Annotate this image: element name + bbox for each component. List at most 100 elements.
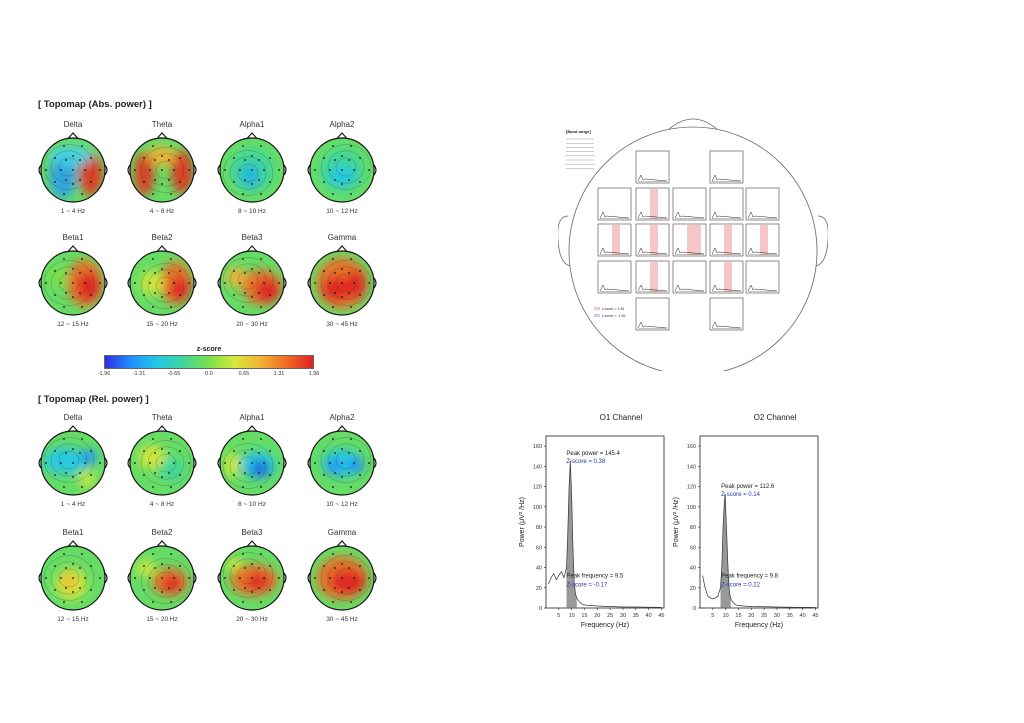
colorbar-tick-label: 1.31 — [273, 371, 285, 377]
plot-frame — [699, 435, 819, 609]
topomap-frequency-range: 10 ~ 12 Hz — [326, 501, 358, 508]
x-tick-label: 35 — [633, 613, 639, 619]
colorbar-tick-label: 0.65 — [238, 371, 250, 377]
channel-mini-spectrum — [597, 223, 632, 257]
topomap-frequency-range: 8 ~ 10 Hz — [237, 501, 266, 508]
spectrum-point — [720, 587, 721, 589]
x-tick-label: 20 — [748, 613, 754, 619]
topomap-head — [307, 132, 377, 203]
x-axis-label: Frequency (Hz) — [735, 622, 783, 629]
channel-mini-spectrum — [672, 223, 707, 257]
topomap-band-label: Alpha1 — [239, 413, 265, 422]
spectrum-point — [776, 606, 778, 608]
y-tick-label: 60 — [536, 545, 542, 551]
channel-mini-spectrum — [597, 187, 632, 221]
frequency-zscore-annotation: Z-score = -0.17 — [566, 583, 608, 589]
y-tick-label: 80 — [536, 525, 542, 531]
y-tick-label: 40 — [536, 566, 542, 572]
abs-topomap-beta1: Beta1 12 ~ 15 Hz — [33, 233, 113, 328]
channel-mini-spectrum — [635, 260, 670, 294]
topomap-frequency-range: 8 ~ 10 Hz — [237, 208, 266, 215]
spectrum-point — [575, 593, 576, 595]
spectrum-point — [721, 567, 723, 568]
spectrum-point — [550, 577, 552, 578]
spectrum-point — [553, 573, 554, 574]
topomap-band-label: Beta2 — [151, 233, 173, 242]
spectrum-point — [707, 595, 708, 597]
spectrum-point — [727, 572, 729, 573]
rel-topomap-theta: Theta 4 ~ 8 Hz — [122, 413, 202, 508]
band-range-legend-title: [Band range] — [566, 129, 591, 134]
power-spectrum-line — [702, 494, 816, 608]
topomap-head — [127, 245, 197, 316]
topomap-band-label: Delta — [63, 413, 83, 422]
channel-mini-spectrum — [635, 297, 670, 331]
x-tick-label: 20 — [594, 613, 600, 619]
spectrum-point — [717, 595, 719, 597]
spectrum-point — [566, 567, 567, 568]
head-electrode-map: [Band range] z-score > 1.96 z-score < -1.9… — [557, 116, 829, 376]
topomap-head — [217, 245, 287, 316]
peak-zscore-annotation: Z-score = 0.38 — [566, 459, 606, 465]
spectrum-point — [789, 606, 791, 608]
channel-mini-spectrum — [709, 297, 744, 331]
y-tick-label: 160 — [533, 444, 542, 450]
spectrum-point — [815, 607, 816, 608]
x-tick-label: 10 — [569, 613, 575, 619]
spectrum-point — [712, 598, 714, 600]
spectrum-point — [704, 587, 706, 589]
topomap-band-label: Alpha1 — [239, 120, 265, 129]
rel-section-title: [ Topomap (Rel. power) ] — [38, 394, 149, 405]
topomap-head — [307, 245, 377, 316]
channel-mini-spectrum — [709, 223, 744, 257]
spectrum-point — [597, 605, 598, 607]
spectrum-point — [568, 486, 570, 487]
topomap-band-label: Gamma — [327, 528, 357, 537]
spectrum-point — [579, 601, 580, 603]
spectrum-point — [576, 597, 578, 599]
spectrum-point — [563, 577, 565, 578]
topomap-head — [307, 425, 377, 496]
colorbar-ticks: -1.96 -1.31 -0.65 0.0 0.65 1.31 1.96 — [98, 369, 320, 379]
colorbar: z-score -1.96 -1.31 -0.65 0.0 0.65 1.31 1.96 — [98, 346, 320, 379]
x-tick-label: 45 — [812, 613, 818, 619]
y-tick-label: 120 — [533, 485, 542, 491]
channel-mini-spectrum — [709, 187, 744, 221]
topomap-head — [217, 425, 287, 496]
y-tick-label: 60 — [690, 545, 696, 551]
topomap-frequency-range: 15 ~ 20 Hz — [146, 616, 178, 623]
spectrum-point — [584, 604, 585, 606]
channel-mini-spectrum — [635, 187, 670, 221]
o1-chart-title: O1 Channel — [599, 413, 643, 422]
peak-power-annotation: Peak power = 145.4 — [566, 451, 620, 457]
channel-mini-spectrum — [709, 260, 744, 294]
spectrum-point — [715, 597, 716, 599]
spectrum-point — [555, 579, 557, 580]
topomap-head — [38, 425, 108, 496]
spectrum-point — [735, 604, 737, 606]
spectrum-point — [570, 460, 571, 462]
y-axis-label: Power (μV² /Hz) — [673, 497, 680, 547]
spectrum-point — [661, 607, 662, 608]
o2-spectrum-chart: O2 Channel 0 20 40 60 80 100 120 140 160 5 10 15 20 2… — [664, 413, 850, 637]
spectrum-point — [648, 606, 649, 608]
topomap-band-label: Alpha2 — [329, 120, 355, 129]
y-tick-label: 0 — [693, 606, 696, 612]
peak-frequency-annotation: Peak frequency = 9.8 — [721, 574, 779, 580]
x-tick-label: 25 — [607, 613, 613, 619]
y-tick-label: 0 — [539, 606, 542, 612]
x-tick-label: 15 — [735, 613, 741, 619]
x-tick-label: 5 — [711, 613, 714, 619]
peak-zscore-annotation: Z-score = 0.14 — [721, 492, 761, 498]
spectrum-point — [709, 597, 711, 599]
spectrum-point — [581, 603, 583, 605]
abs-topomap-gamma: Gamma 30 ~ 45 Hz — [302, 233, 382, 328]
topomap-head — [38, 245, 108, 316]
y-tick-label: 160 — [687, 444, 696, 450]
channel-mini-spectrum — [745, 260, 780, 294]
topomap-frequency-range: 12 ~ 15 Hz — [57, 321, 89, 328]
colorbar-tick-label: -0.65 — [167, 371, 181, 377]
topomap-frequency-range: 20 ~ 30 Hz — [236, 321, 268, 328]
topomap-frequency-range: 1 ~ 4 Hz — [60, 208, 86, 215]
spectrum-point — [743, 605, 744, 607]
